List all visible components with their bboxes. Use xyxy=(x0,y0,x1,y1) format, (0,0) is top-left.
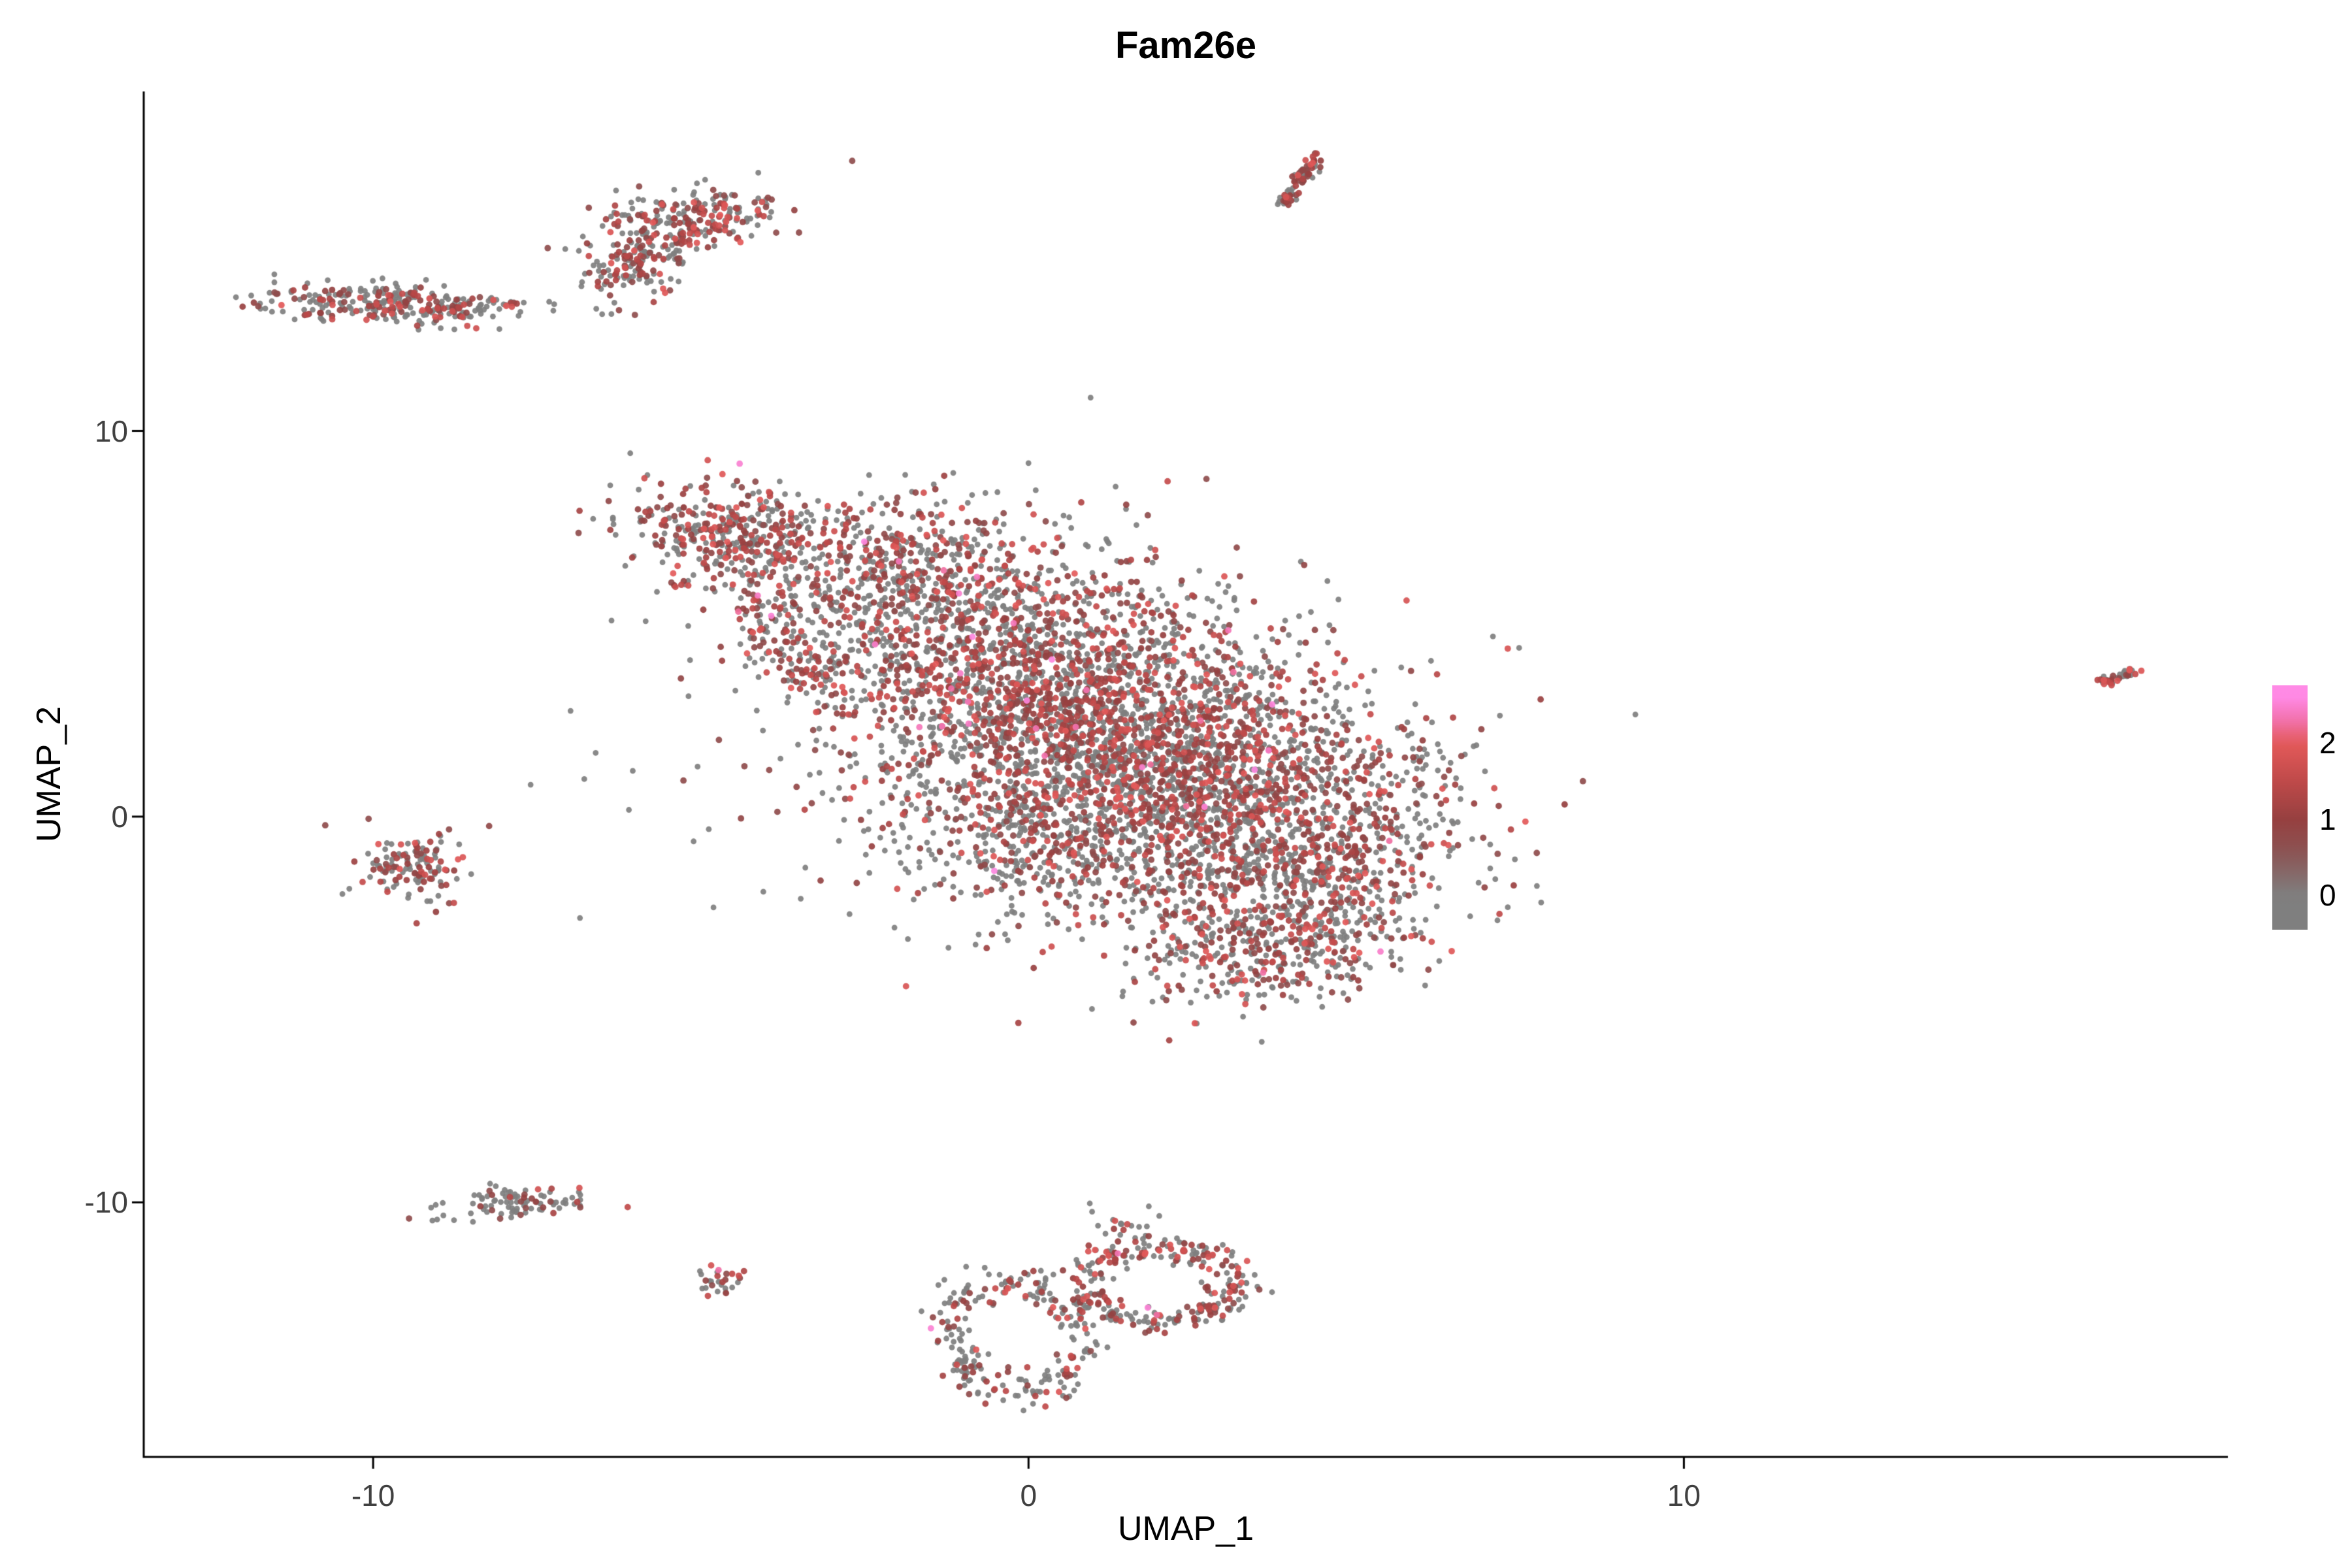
x-tick-label: 0 xyxy=(1020,1478,1037,1512)
y-tick-label: 10 xyxy=(94,414,128,448)
y-tick-label: -10 xyxy=(84,1185,128,1220)
legend-tick-label: 2 xyxy=(2319,725,2336,760)
legend-tick-label: 1 xyxy=(2319,802,2336,836)
x-axis-label: UMAP_1 xyxy=(1117,1510,1254,1548)
colorbar-gradient xyxy=(2272,685,2308,930)
legend-tick-label: 0 xyxy=(2319,878,2336,913)
x-tick-label: -10 xyxy=(351,1478,395,1512)
y-axis-label: UMAP_2 xyxy=(30,706,68,843)
x-tick-label: 10 xyxy=(1667,1478,1701,1512)
y-tick-label: 0 xyxy=(111,799,128,834)
plot-title: Fam26e xyxy=(1115,24,1257,67)
colorbar-legend: 2 1 0 xyxy=(2272,685,2351,930)
